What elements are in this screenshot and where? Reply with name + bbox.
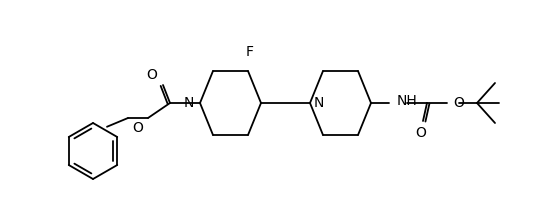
Text: O: O <box>415 126 427 140</box>
Text: N: N <box>183 96 194 110</box>
Text: NH: NH <box>397 94 417 108</box>
Text: O: O <box>132 121 143 135</box>
Text: O: O <box>453 96 464 110</box>
Text: F: F <box>246 45 254 59</box>
Text: N: N <box>314 96 324 110</box>
Text: O: O <box>146 68 157 82</box>
